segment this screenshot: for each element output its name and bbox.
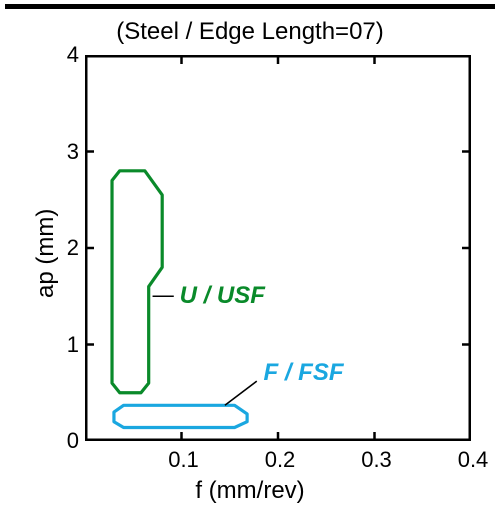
x-tick-label: 0.3: [357, 447, 397, 473]
y-tick-label: 4: [57, 42, 79, 68]
x-tick-label: 0.4: [453, 447, 493, 473]
x-tick-label: 0.1: [164, 447, 204, 473]
top-bar: [5, 4, 495, 9]
y-tick-label: 1: [57, 332, 79, 358]
x-tick-label: 0.2: [260, 447, 300, 473]
y-axis-label: ap (mm): [32, 209, 60, 298]
y-tick-label: 0: [57, 428, 79, 454]
region-label: U / USF: [180, 282, 265, 310]
region-label: F / FSF: [264, 359, 344, 387]
x-axis-label: f (mm/rev): [0, 477, 500, 505]
y-tick-label: 2: [57, 235, 79, 261]
chart-frame: (Steel / Edge Length=07) ap (mm) f (mm/r…: [0, 0, 500, 528]
y-tick-label: 3: [57, 139, 79, 165]
